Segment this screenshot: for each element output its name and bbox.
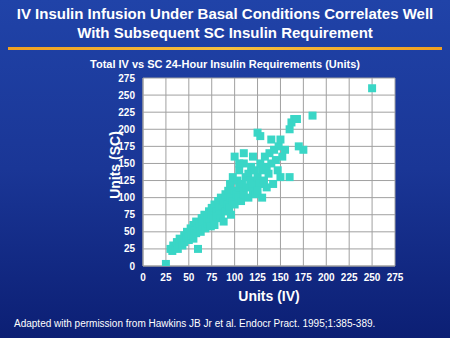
svg-text:225: 225 [118,107,135,118]
svg-text:75: 75 [124,209,136,220]
svg-text:175: 175 [295,272,312,283]
html-text:Units (SC): Units (SC) [107,131,123,199]
svg-text:100: 100 [118,192,135,203]
svg-text:0: 0 [129,261,135,272]
html-text:Units (IV): Units (IV) [238,288,300,304]
html-text:IV Insulin Infusion Under Basa: IV Insulin Infusion Under Basal Conditio… [16,5,434,41]
html-text:Adapted with permission from H: Adapted with permission from Hawkins JB … [14,318,376,329]
svg-text:50: 50 [183,272,195,283]
svg-text:150: 150 [118,158,135,169]
svg-text:275: 275 [387,272,404,283]
html-text:Total IV vs SC 24-Hour Insulin: Total IV vs SC 24-Hour Insulin Requireme… [90,58,360,70]
svg-text:75: 75 [206,272,218,283]
svg-text:125: 125 [118,175,135,186]
svg-text:0: 0 [140,272,146,283]
svg-text:50: 50 [124,226,136,237]
svg-text:25: 25 [124,243,136,254]
svg-text:25: 25 [160,272,172,283]
svg-text:200: 200 [318,272,335,283]
svg-text:100: 100 [226,272,243,283]
svg-text:250: 250 [364,272,381,283]
svg-text:250: 250 [118,90,135,101]
svg-text:275: 275 [118,73,135,84]
svg-text:150: 150 [272,272,289,283]
svg-text:225: 225 [341,272,358,283]
svg-text:175: 175 [118,141,135,152]
svg-text:125: 125 [249,272,266,283]
svg-text:200: 200 [118,124,135,135]
